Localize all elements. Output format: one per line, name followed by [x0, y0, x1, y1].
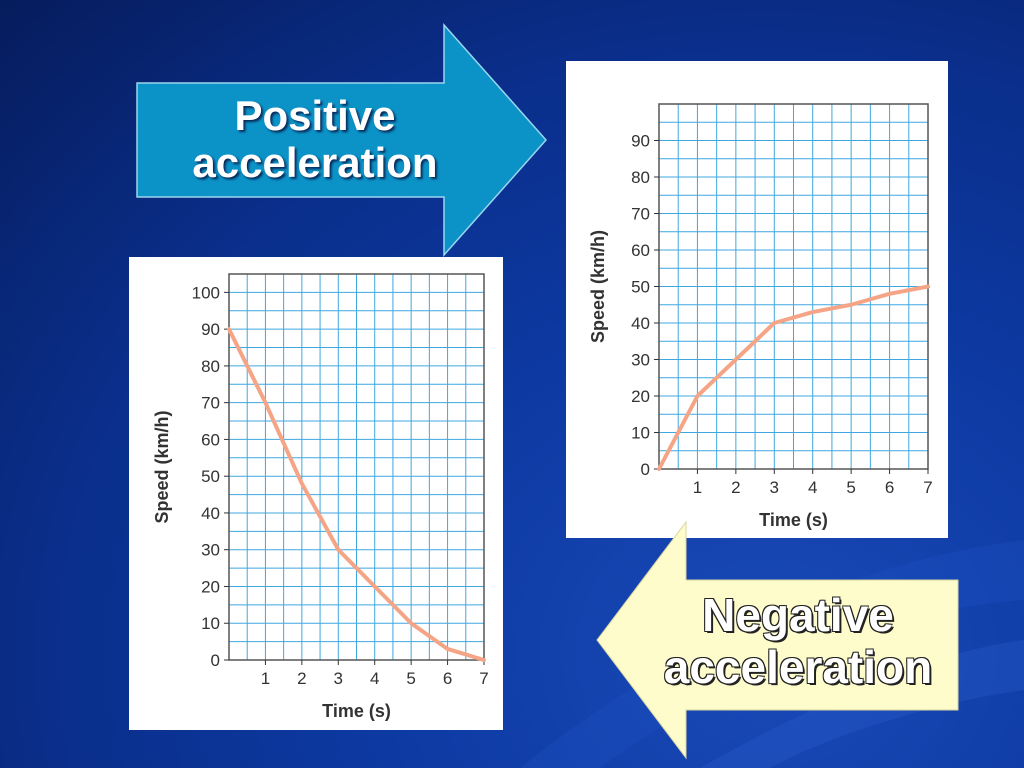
- negative-chart: 0 10 20 30 40 50 60 70 80 90 100 1 2 3 4 5 6 7 Time (s) Spe…: [152, 273, 489, 721]
- data-point: [810, 310, 815, 314]
- y-tick-label: 70: [201, 394, 220, 413]
- data-point: [372, 584, 377, 589]
- data-series-line: [657, 284, 930, 471]
- y-tick-label: 0: [211, 651, 220, 670]
- x-axis-title: Time (s): [759, 510, 828, 530]
- x-tick-label: 7: [479, 669, 488, 688]
- data-point: [734, 357, 738, 362]
- y-tick-label: 60: [201, 430, 220, 449]
- x-tick-label: 6: [443, 669, 452, 688]
- x-tick-label: 4: [808, 478, 817, 497]
- y-tick-label: 20: [201, 577, 220, 596]
- y-tick-label: 30: [631, 351, 650, 370]
- data-point: [657, 467, 661, 471]
- data-point: [336, 547, 341, 552]
- y-tick-label: 80: [631, 168, 650, 187]
- x-tick-label: 1: [261, 669, 270, 688]
- x-tick-label: 2: [731, 478, 740, 497]
- data-point: [409, 621, 413, 626]
- y-tick-label: 10: [201, 614, 220, 633]
- data-point: [445, 647, 450, 651]
- plot-frame: [228, 273, 485, 661]
- y-tick-label: 50: [201, 467, 220, 486]
- y-tick-label: 90: [631, 132, 650, 151]
- y-axis-title: Speed (km/h): [588, 230, 608, 343]
- x-tick-label: 7: [923, 478, 932, 497]
- x-tick-label: 4: [370, 669, 379, 688]
- negative-arrow: [596, 520, 959, 760]
- x-tick-label: 5: [846, 478, 855, 497]
- negative-chart-panel: 0 10 20 30 40 50 60 70 80 90 100 1 2 3 4 5 6 7 Time (s) Spe…: [129, 257, 503, 730]
- data-point: [482, 658, 486, 662]
- negative-label-line1: Negative: [702, 589, 894, 641]
- x-tick-label: 5: [406, 669, 415, 688]
- data-point: [926, 284, 930, 289]
- y-tick-label: 40: [631, 314, 650, 333]
- positive-acceleration-label: Positive acceleration: [150, 92, 480, 186]
- y-tick-label: 20: [631, 387, 650, 406]
- positive-chart-panel: 0 10 20 30 40 50 60 70 80 90 1 2 3 4 5 6 7 Time (s) Speed …: [566, 61, 948, 538]
- data-point: [695, 394, 700, 398]
- y-tick-label: 60: [631, 241, 650, 260]
- y-tick-label: 10: [631, 424, 650, 443]
- negative-label-line2: acceleration: [663, 640, 933, 693]
- x-tick-label: 2: [297, 669, 306, 688]
- data-point: [849, 302, 853, 307]
- positive-label-line2: acceleration: [192, 139, 438, 187]
- data-point: [887, 292, 892, 296]
- y-tick-label: 90: [201, 320, 220, 339]
- positive-arrow: [136, 23, 548, 257]
- positive-label-line1: Positive: [234, 92, 396, 139]
- y-tick-label: 40: [201, 504, 220, 523]
- data-point: [300, 481, 304, 486]
- y-tick-label: 100: [192, 283, 220, 302]
- x-tick-label: 1: [693, 478, 702, 497]
- y-tick-label: 80: [201, 357, 220, 376]
- data-series-line: [227, 327, 486, 662]
- data-point: [263, 400, 268, 405]
- y-tick-label: 50: [631, 278, 650, 297]
- data-point: [772, 321, 777, 325]
- x-tick-label: 3: [770, 478, 779, 497]
- data-point: [227, 327, 231, 331]
- y-tick-label: 70: [631, 205, 650, 224]
- x-tick-label: 3: [334, 669, 343, 688]
- negative-acceleration-label: Negative acceleration: [628, 589, 968, 693]
- x-axis-title: Time (s): [322, 701, 391, 721]
- y-axis-title: Speed (km/h): [152, 410, 172, 523]
- positive-chart: 0 10 20 30 40 50 60 70 80 90 1 2 3 4 5 6 7 Time (s) Speed …: [588, 103, 933, 530]
- y-tick-label: 0: [641, 460, 650, 479]
- x-tick-label: 6: [885, 478, 894, 497]
- y-tick-label: 30: [201, 541, 220, 560]
